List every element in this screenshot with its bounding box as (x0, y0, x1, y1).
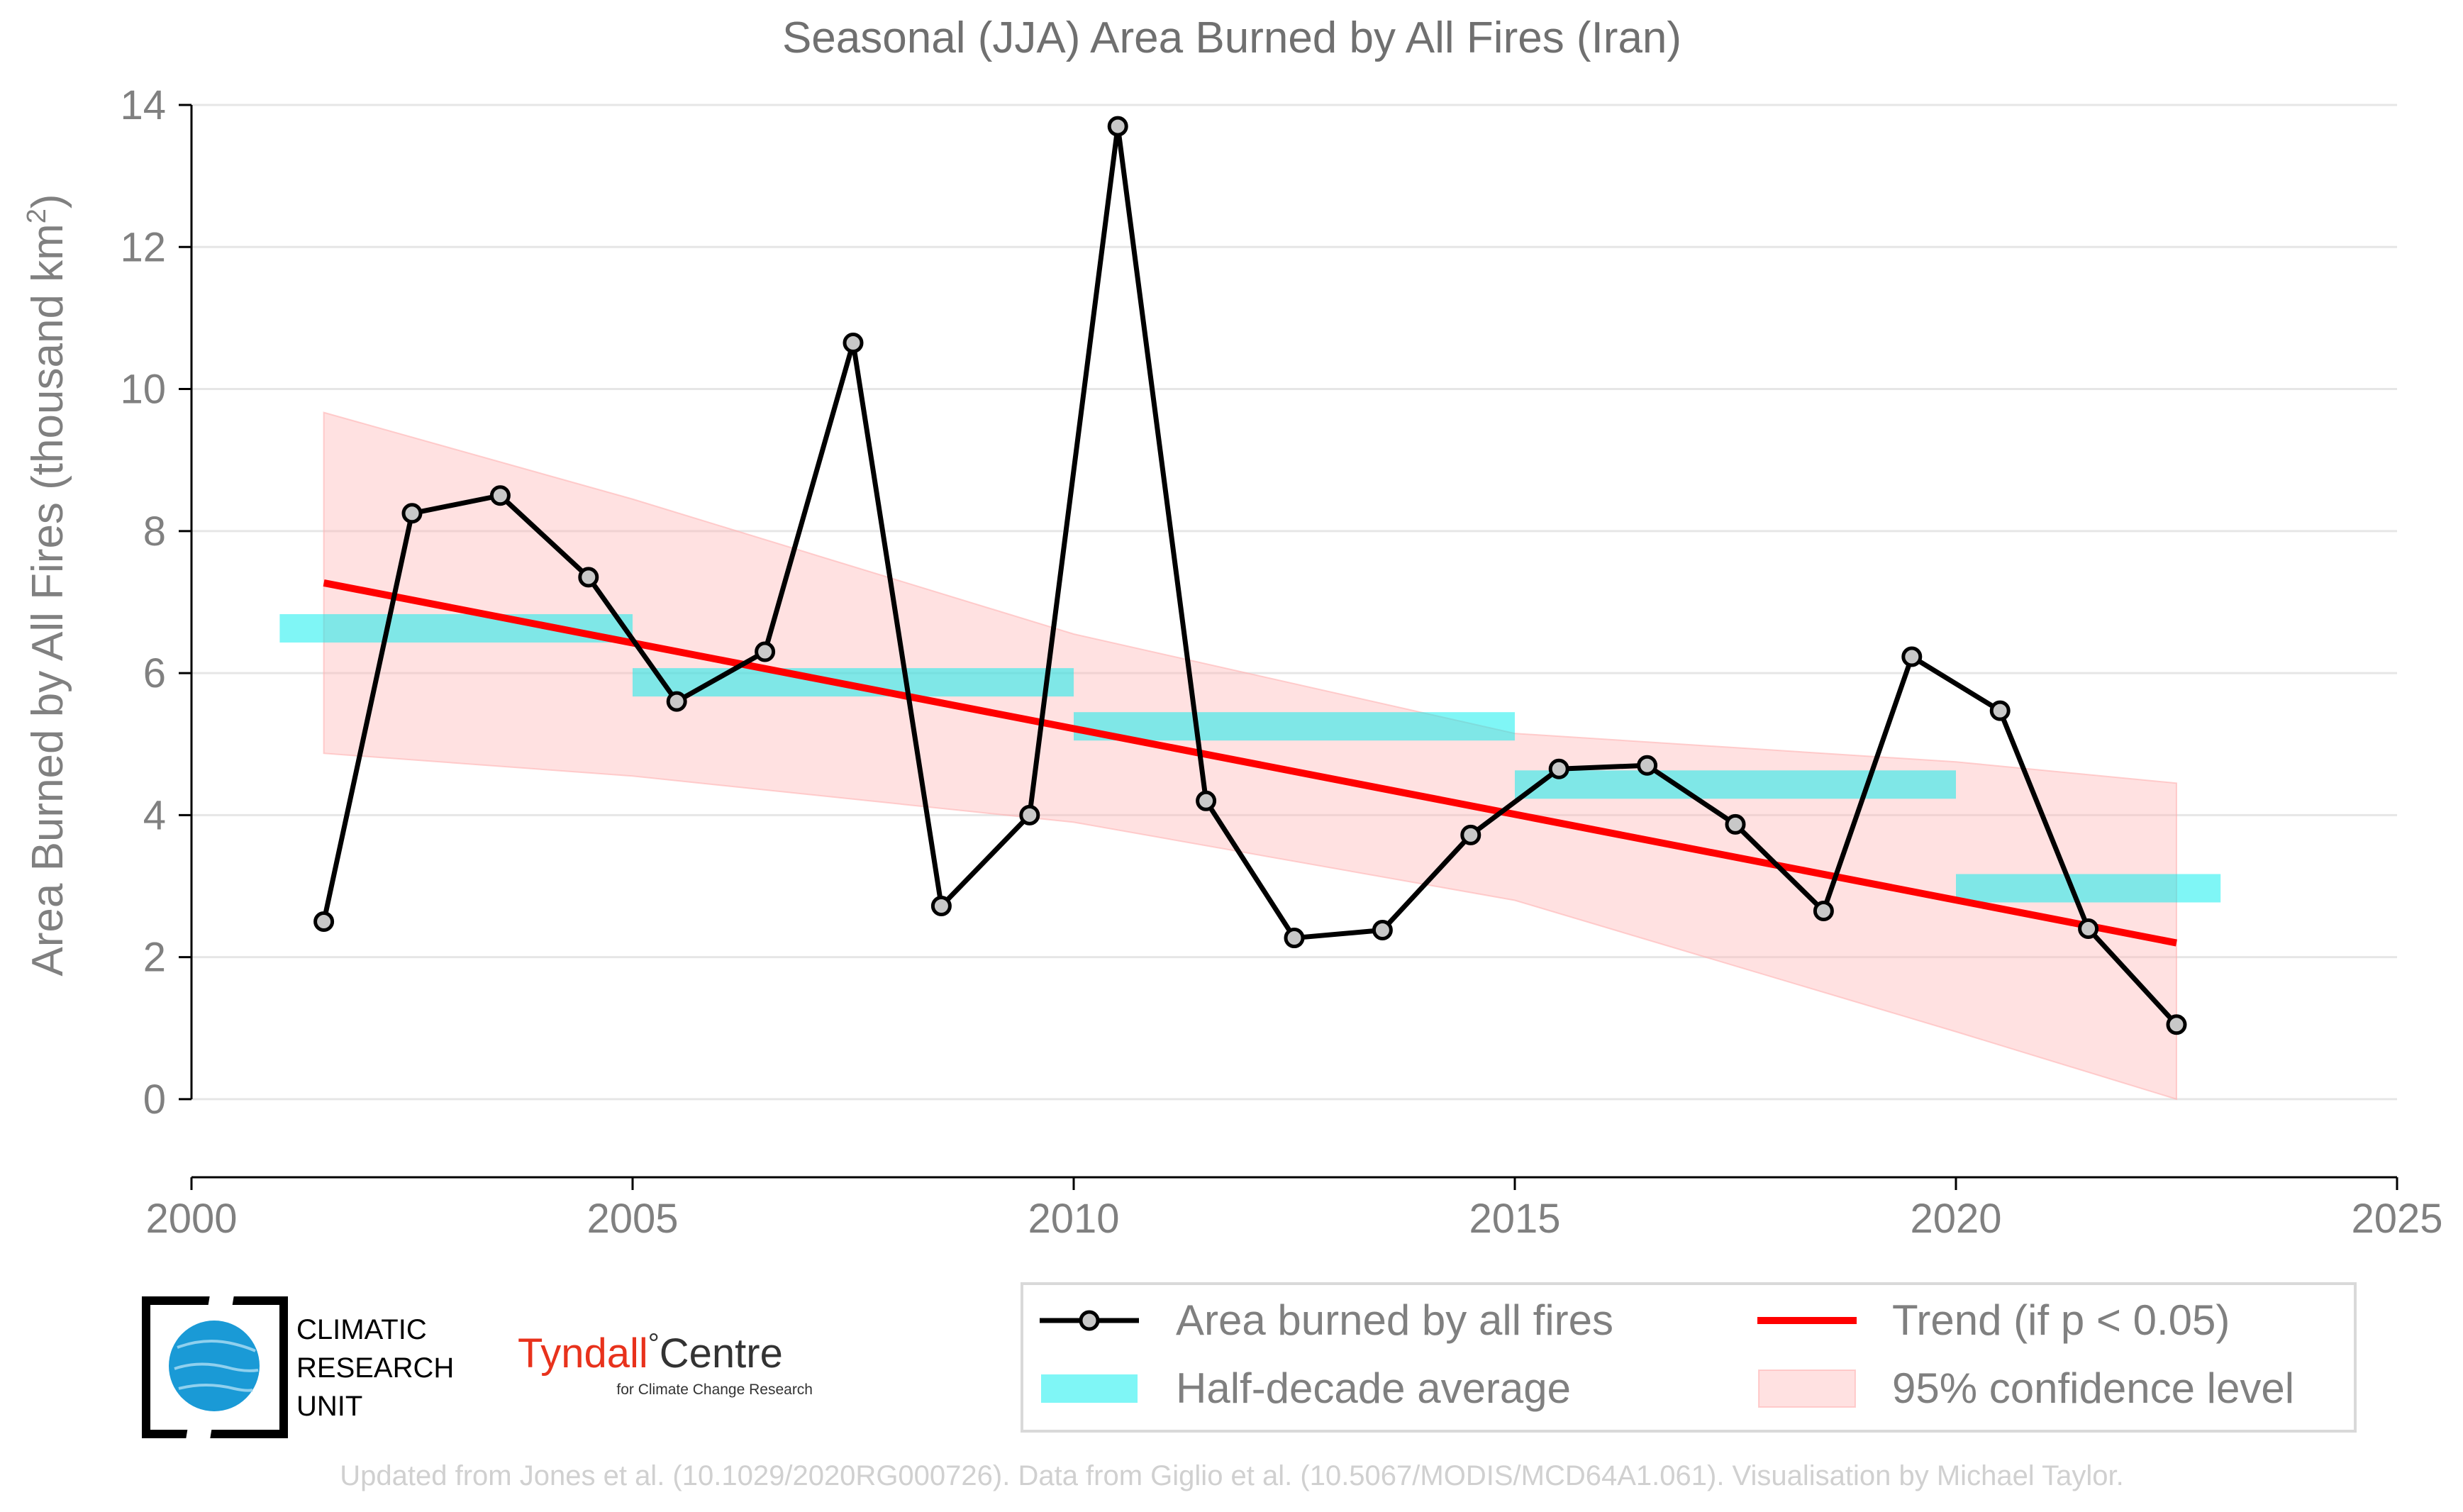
data-point (1989, 700, 2011, 721)
data-point (1548, 758, 1569, 779)
tyndall-logo-text: Tyndall°Centre (518, 1328, 783, 1377)
chart-title: Seasonal (JJA) Area Burned by All Fires … (782, 13, 1681, 62)
legend-label-series: Area burned by all fires (1176, 1296, 1613, 1344)
axes: 0 2 4 6 8 10 12 14 2000 2005 2010 2015 2020 2025 (120, 82, 2442, 1242)
cru-logo: CLIMATIC RESEARCH UNIT (142, 1295, 454, 1440)
data-point (2166, 1014, 2187, 1035)
globe-grid-icon (174, 1340, 259, 1392)
legend-marker-series (1079, 1310, 1100, 1331)
x-tick-label: 2015 (1469, 1196, 1560, 1242)
half-decade-bar (1074, 712, 1515, 741)
legend-swatch-confidence (1758, 1369, 1856, 1408)
data-point (1901, 646, 1923, 667)
x-tick-label: 2025 (2351, 1196, 2442, 1242)
legend-swatch-half-decade (1041, 1374, 1138, 1403)
cru-logo-line-3: UNIT (296, 1391, 362, 1422)
x-tick-label: 2010 (1028, 1196, 1119, 1242)
grid-lines (191, 104, 2397, 1101)
tyndall-logo-degree: ° (648, 1328, 660, 1360)
tyndall-logo-subtitle: for Climate Change Research (616, 1382, 813, 1398)
tyndall-logo-name: Tyndall (518, 1330, 648, 1377)
y-tick-label: 12 (120, 224, 166, 270)
y-tick-label: 10 (120, 367, 166, 413)
confidence-band-group (323, 411, 2177, 1101)
y-tick-label: 8 (143, 508, 166, 555)
tyndall-logo: Tyndall°Centre for Climate Change Resear… (518, 1328, 813, 1398)
series-line-group (313, 116, 2187, 1035)
x-tick-label: 2020 (1910, 1196, 2001, 1242)
data-point (1813, 901, 1834, 922)
x-tick-label: 2000 (145, 1196, 237, 1242)
y-tick-label: 6 (143, 650, 166, 696)
data-point (1196, 790, 1217, 811)
cru-logo-line-2: RESEARCH (296, 1352, 454, 1384)
series-line (321, 123, 2179, 1027)
data-point (313, 911, 335, 933)
confidence-band (323, 411, 2177, 1101)
y-tick-label: 2 (143, 935, 166, 981)
data-point (1284, 928, 1305, 949)
data-point (666, 691, 687, 712)
data-point (1637, 755, 1658, 776)
cru-logo-line-1: CLIMATIC (296, 1314, 427, 1345)
data-point (1460, 824, 1481, 845)
y-tick-label: 0 (143, 1077, 166, 1123)
y-axis-label: Area Burned by All Fires (thousand km2) (22, 194, 72, 976)
y-tick-label: 4 (143, 792, 166, 838)
legend-label-confidence: 95% confidence level (1892, 1364, 2294, 1412)
legend-label-half-decade: Half-decade average (1176, 1364, 1571, 1412)
y-tick-label: 14 (120, 82, 166, 128)
tyndall-logo-centre: Centre (660, 1330, 783, 1377)
x-tick-label: 2005 (586, 1196, 678, 1242)
legend-box (1021, 1282, 2357, 1433)
y-axis-label-main: Area Burned by All Fires (thousand km (23, 223, 72, 976)
data-point (489, 485, 511, 506)
data-point (1725, 813, 1746, 835)
y-axis-label-superscript: 2 (22, 209, 52, 223)
y-axis-label-close: ) (23, 194, 72, 209)
half-decade-bar (1956, 874, 2221, 903)
data-point (755, 641, 776, 662)
data-point (2078, 918, 2099, 940)
legend: Area burned by all fires Half-decade ave… (1021, 1282, 2357, 1433)
data-point (1372, 920, 1393, 941)
data-point (843, 332, 864, 353)
legend-label-trend: Trend (if p < 0.05) (1892, 1296, 2230, 1344)
half-decade-bar (1515, 770, 1956, 799)
data-point (930, 896, 952, 917)
data-point (1019, 804, 1040, 826)
half-decade-bar (279, 613, 633, 643)
data-point (1107, 116, 1128, 137)
data-point (578, 567, 599, 588)
data-point (401, 503, 423, 524)
footer-credit: Updated from Jones et al. (10.1029/2020R… (340, 1460, 2123, 1491)
